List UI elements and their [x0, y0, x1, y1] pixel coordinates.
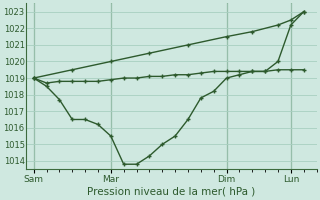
X-axis label: Pression niveau de la mer( hPa ): Pression niveau de la mer( hPa ) — [87, 187, 255, 197]
